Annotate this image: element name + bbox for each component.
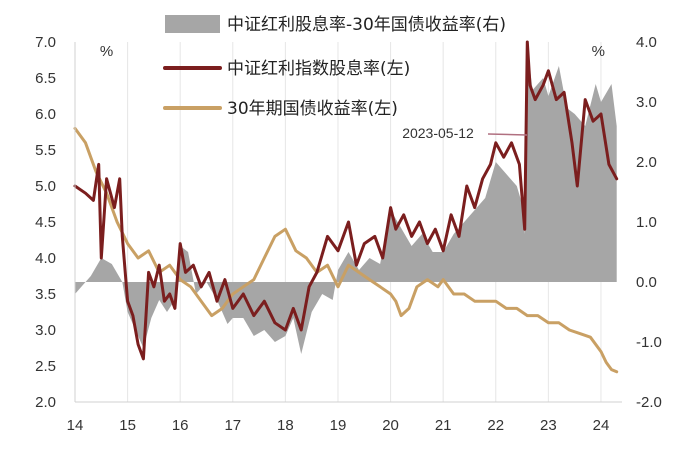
y-left-tick-label: 6.0 [35,106,56,123]
x-tick-label: 20 [382,417,399,434]
y-left-tick-label: 2.0 [35,394,56,411]
y-right-tick-label: 0.0 [636,274,657,291]
y-right-tick-label: 4.0 [636,34,657,51]
x-tick-label: 22 [487,417,504,434]
y-right-unit: % [592,43,605,60]
series-spread-area [75,48,617,354]
x-tick-label: 16 [172,417,189,434]
x-tick-label: 21 [435,417,452,434]
x-tick-label: 14 [67,417,84,434]
y-right-tick-label: 2.0 [636,154,657,171]
series-layer [73,40,619,374]
y-right-tick-label: 3.0 [636,94,657,111]
y-right-tick-label: -2.0 [636,394,662,411]
x-tick-label: 24 [593,417,610,434]
y-left-unit: % [100,43,113,60]
y-left-tick-label: 2.5 [35,358,56,375]
y-left-tick-label: 5.5 [35,142,56,159]
axis-layer: 7.0 6.5 6.0 5.5 5.0 4.5 4.0 3.5 3.0 2.5 2.0 4.0 3.0 2… [35,34,662,434]
y-left-tick-label: 4.5 [35,214,56,231]
y-left-tick-label: 3.5 [35,286,56,303]
legend-label: 中证红利股息率-30年国债收益率(右) [227,15,506,35]
x-tick-label: 18 [277,417,294,434]
series-bond-yield-line [73,126,619,374]
x-tick-label: 15 [119,417,136,434]
y-left-tick-label: 5.0 [35,178,56,195]
legend-label: 30年期国债收益率(左) [227,99,398,119]
x-tick-label: 19 [330,417,347,434]
series-dividend-yield-line [73,40,619,361]
legend-swatch-spread [165,15,220,33]
annotation-label: 2023-05-12 [402,125,474,141]
y-left-tick-label: 6.5 [35,70,56,87]
y-right-tick-label: -1.0 [636,334,662,351]
y-right-tick-label: 1.0 [636,214,657,231]
annotation-leader-line [487,133,528,136]
y-left-tick-label: 7.0 [35,34,56,51]
annotation-layer: 2023-05-12 [402,125,528,141]
y-left-tick-label: 4.0 [35,250,56,267]
x-tick-label: 23 [540,417,557,434]
y-left-tick-label: 3.0 [35,322,56,339]
legend-layer: 中证红利股息率-30年国债收益率(右) 中证红利指数股息率(左) 30年期国债收益率… [163,15,506,119]
legend-label: 中证红利指数股息率(左) [227,59,410,79]
x-tick-label: 17 [224,417,241,434]
